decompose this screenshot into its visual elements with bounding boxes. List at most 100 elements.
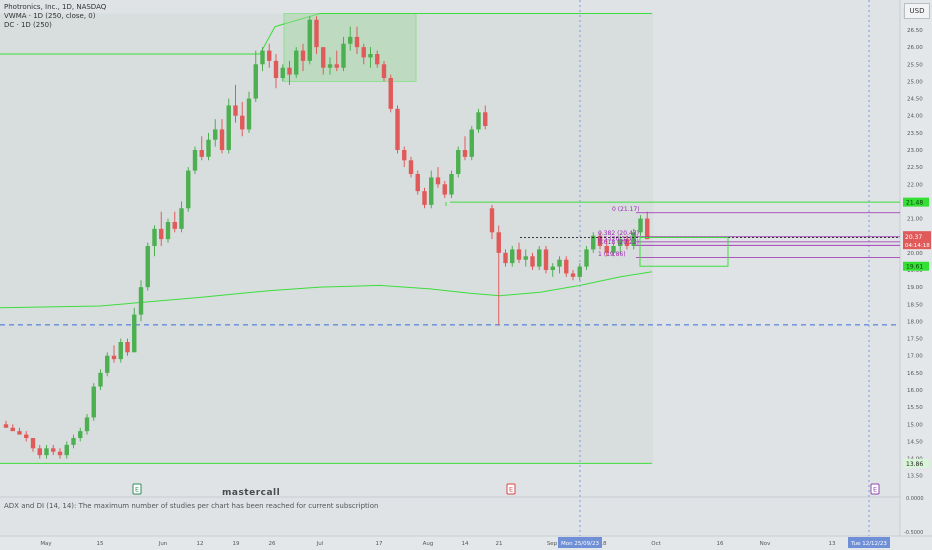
candle-body <box>51 448 56 452</box>
candle-body <box>449 174 454 195</box>
earnings-marker-bg[interactable] <box>506 483 516 495</box>
candle-body <box>206 139 211 157</box>
candle-body <box>192 150 198 171</box>
crosshair-date-label: Mon 25/09/23 <box>561 541 600 547</box>
price-scale-panel[interactable] <box>900 0 932 550</box>
symbol-title: Photronics, Inc., 1D, NASDAQ <box>4 3 107 11</box>
candle-body <box>429 177 434 205</box>
crosshair-date-bg <box>558 537 602 548</box>
candle-body <box>273 60 279 78</box>
time-scale-panel[interactable] <box>0 536 932 550</box>
candle-body <box>24 434 29 438</box>
candle-body <box>240 115 245 130</box>
lower-level-label: 19.61 <box>906 264 923 271</box>
candle-body <box>483 112 488 126</box>
candle-body <box>381 64 387 78</box>
x-tick-label: 14 <box>462 541 469 547</box>
candle-body <box>516 249 522 260</box>
candle-body <box>300 50 306 61</box>
y-tick-label: 23.00 <box>907 148 923 154</box>
candle-body <box>361 47 366 58</box>
candle-body <box>557 259 562 267</box>
candle-body <box>37 448 42 456</box>
candle-body <box>469 129 474 157</box>
candle-body <box>213 129 218 140</box>
y-tick-label: 17.00 <box>907 354 923 360</box>
candle-body <box>618 239 623 246</box>
y-tick-label: 13.50 <box>907 474 923 480</box>
x-tick-label: 26 <box>269 541 276 547</box>
candle-body <box>348 36 353 44</box>
y-tick-label: 23.50 <box>907 131 923 137</box>
candle-body <box>543 249 549 270</box>
earnings-marker: E <box>135 486 139 494</box>
donchian-fill <box>0 13 654 464</box>
candle-body <box>186 170 191 209</box>
x-tick-label: Nov <box>760 541 771 547</box>
y-tick-label: 19.50 <box>907 268 923 274</box>
candle-body <box>159 228 164 240</box>
candle-body <box>564 259 569 274</box>
candle-body <box>294 50 299 75</box>
candle-body <box>341 43 346 68</box>
candle-body <box>402 150 407 161</box>
candle-body <box>138 287 144 315</box>
candle-body <box>442 184 447 195</box>
upper-level-label-bg <box>903 197 929 207</box>
x-tick-label: 18 <box>600 541 607 547</box>
candle-body <box>105 355 110 373</box>
y-tick-label: 15.00 <box>907 422 923 428</box>
candle-body <box>523 256 528 260</box>
candle-body <box>456 150 461 174</box>
dc-legend: DC · 1D (250) <box>4 21 52 29</box>
candle-body <box>537 249 542 267</box>
candle-body <box>226 105 231 150</box>
candle-body <box>3 424 9 428</box>
fib-level-label: 0.382 (20.47) <box>598 230 639 237</box>
x-tick-label: 17 <box>376 541 383 547</box>
x-tick-label: 16 <box>717 541 724 547</box>
candle-body <box>577 266 582 277</box>
last-price-label: 20.37 <box>905 234 922 241</box>
candle-body <box>395 108 400 150</box>
candle-body <box>631 232 636 246</box>
bar-countdown-label: 04:14:18 <box>905 243 930 249</box>
indicator-tick-label: -0.5000 <box>904 530 923 536</box>
candle-body <box>354 36 360 48</box>
y-tick-label: 26.50 <box>907 28 923 34</box>
candle-body <box>591 235 596 250</box>
x-tick-label: Aug <box>423 541 434 547</box>
candle-body <box>111 355 117 360</box>
candle-body <box>624 239 630 246</box>
candle-body <box>267 50 272 61</box>
candle-body <box>132 314 137 353</box>
candle-body <box>98 372 103 387</box>
candle-body <box>645 218 650 240</box>
y-tick-label: 15.50 <box>907 405 923 411</box>
candle-body <box>321 47 326 68</box>
donchian-upper-line <box>0 13 652 55</box>
earnings-marker-bg[interactable] <box>870 483 880 495</box>
y-tick-label: 14.50 <box>907 439 923 445</box>
currency-button[interactable]: USD <box>904 3 930 19</box>
watermark-text: mastercall <box>222 488 281 498</box>
fib-level-label: 0.5 (20.32) <box>598 235 631 242</box>
candle-body <box>118 342 123 360</box>
bottom-price-label-bg <box>903 458 929 468</box>
y-tick-label: 16.00 <box>907 388 923 394</box>
y-tick-label: 26.00 <box>907 45 923 51</box>
candle-body <box>408 160 414 174</box>
candle-body <box>64 444 69 456</box>
y-tick-label: 18.50 <box>907 302 923 308</box>
candle-body <box>84 417 90 432</box>
candle-body <box>44 448 49 456</box>
earnings-marker-bg[interactable] <box>132 483 142 495</box>
y-tick-label: 24.00 <box>907 114 923 120</box>
candle-body <box>327 64 333 68</box>
candle-body <box>334 64 339 68</box>
candle-body <box>388 78 393 109</box>
candle-body <box>246 98 252 130</box>
adx-limit-message: ADX and DI (14, 14): The maximum number … <box>4 502 379 510</box>
